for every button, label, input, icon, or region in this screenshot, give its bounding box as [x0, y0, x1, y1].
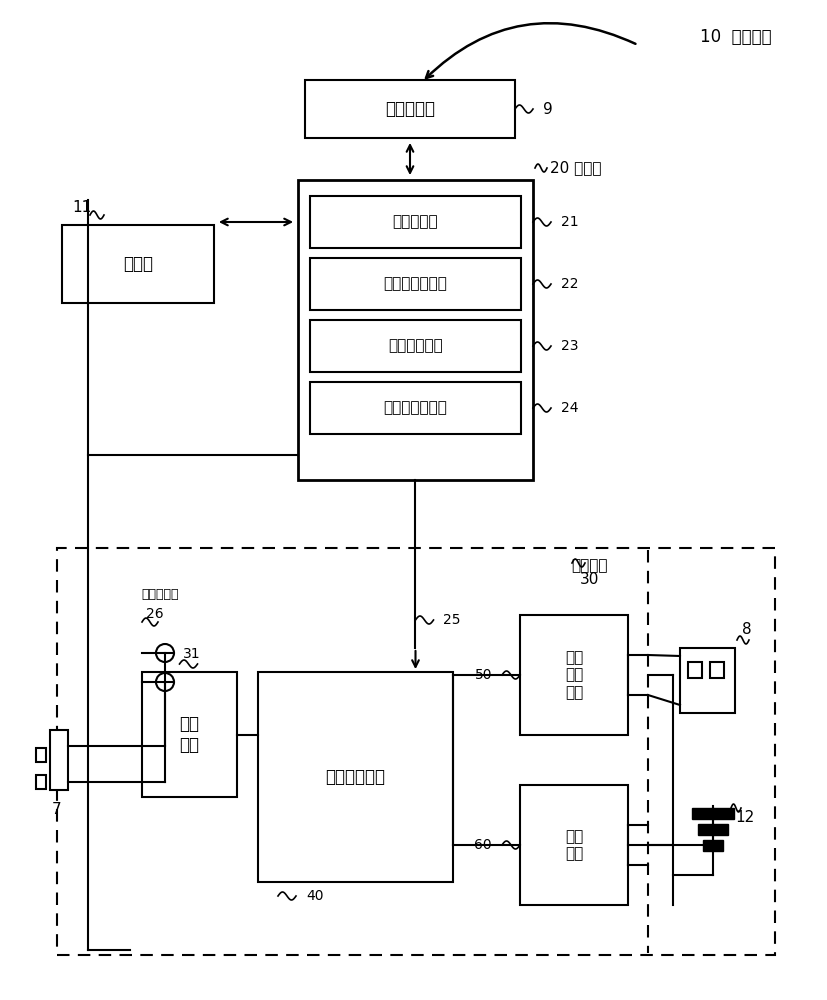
Bar	[298, 180, 533, 480]
Text: 电源电路: 电源电路	[571, 558, 608, 573]
Bar	[519, 615, 627, 735]
Text: 通信部: 通信部	[123, 255, 153, 273]
Bar	[62, 225, 213, 303]
Bar	[679, 648, 734, 713]
Text: 60: 60	[474, 838, 491, 852]
Text: 连接监视部: 连接监视部	[392, 215, 437, 230]
Bar	[141, 672, 237, 797]
Text: 电流检测器: 电流检测器	[141, 587, 179, 600]
Text: 9: 9	[543, 102, 552, 117]
Text: 50: 50	[474, 668, 491, 682]
Bar	[691, 808, 733, 819]
Text: 电力限制电路: 电力限制电路	[325, 768, 385, 786]
Text: 电力限制信号部: 电力限制信号部	[383, 400, 447, 416]
Text: 8: 8	[741, 622, 751, 638]
Text: 充电
电路: 充电 电路	[564, 829, 582, 861]
Text: 限制値取得部: 限制値取得部	[388, 338, 442, 354]
Bar	[309, 382, 520, 434]
Text: 25: 25	[443, 613, 461, 627]
Text: 40: 40	[306, 889, 323, 903]
Text: 24: 24	[561, 401, 578, 415]
Text: 31: 31	[183, 647, 200, 661]
Text: 输入输出部: 输入输出部	[385, 100, 434, 118]
Text: 21: 21	[561, 215, 578, 229]
Text: 12: 12	[734, 810, 753, 825]
Bar	[697, 824, 727, 835]
Bar	[258, 672, 452, 882]
Text: 整流
电路: 整流 电路	[179, 715, 199, 754]
Text: 22: 22	[561, 277, 578, 291]
Text: 30: 30	[580, 572, 599, 587]
Bar	[309, 258, 520, 310]
Bar	[57, 548, 774, 955]
Bar	[519, 785, 627, 905]
Bar	[702, 840, 722, 851]
Bar	[309, 196, 520, 248]
Bar	[36, 775, 46, 789]
Bar	[50, 730, 68, 790]
Text: 26: 26	[146, 607, 164, 621]
Bar	[687, 662, 701, 678]
Text: 23: 23	[561, 339, 578, 353]
Text: 7: 7	[52, 802, 62, 817]
Text: 11: 11	[72, 200, 92, 215]
Bar	[309, 320, 520, 372]
Text: 优先顺位设定部: 优先顺位设定部	[383, 276, 447, 292]
Text: 20 控制部: 20 控制部	[549, 161, 600, 176]
Text: 10  电源装置: 10 电源装置	[699, 28, 771, 46]
Bar	[304, 80, 514, 138]
Bar	[36, 748, 46, 762]
Bar	[709, 662, 723, 678]
Text: 外部
输出
电路: 外部 输出 电路	[564, 650, 582, 700]
